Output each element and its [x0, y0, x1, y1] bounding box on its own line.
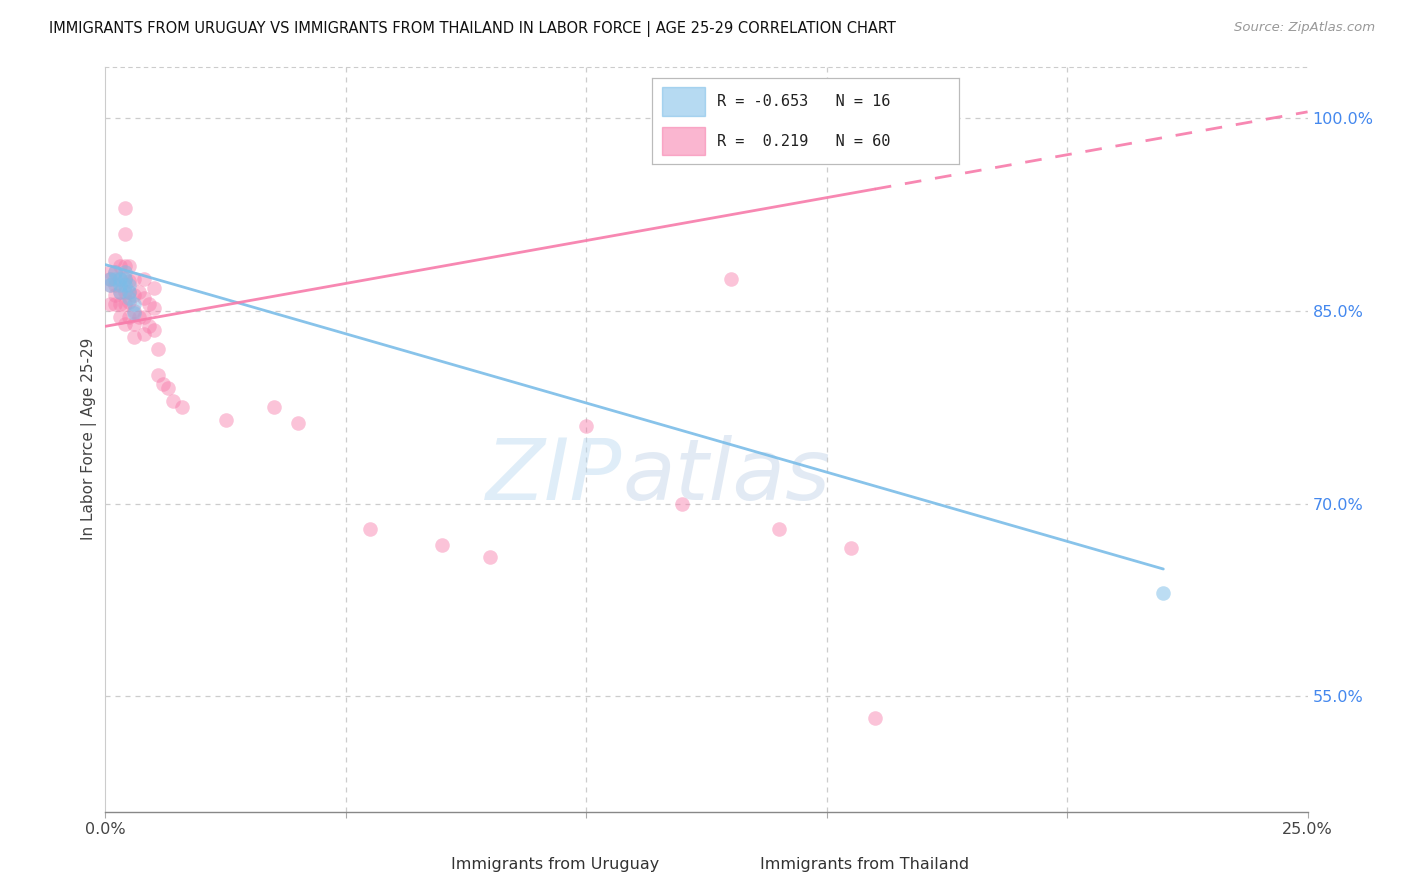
Point: [138, 297, 160, 311]
Point: [128, 310, 150, 325]
Point: [124, 297, 146, 311]
Point: [214, 413, 236, 427]
Text: atlas: atlas: [623, 435, 831, 518]
Point: [142, 281, 165, 295]
Text: Source: ZipAtlas.com: Source: ZipAtlas.com: [1234, 21, 1375, 34]
Point: [124, 288, 146, 302]
Point: [138, 319, 160, 334]
Point: [124, 329, 146, 343]
Point: [118, 285, 141, 299]
Point: [104, 265, 127, 279]
Point: [671, 496, 693, 510]
Point: [114, 297, 136, 311]
Point: [104, 265, 127, 279]
Point: [104, 297, 127, 311]
Point: [479, 550, 502, 565]
Point: [359, 522, 381, 536]
Point: [114, 285, 136, 299]
Point: [108, 310, 131, 325]
Point: [172, 401, 194, 415]
Point: [1152, 586, 1174, 600]
Point: [114, 201, 136, 215]
Point: [114, 272, 136, 286]
Point: [124, 306, 146, 320]
Point: [124, 304, 146, 318]
Point: [124, 272, 146, 286]
Point: [156, 381, 179, 395]
Point: [132, 291, 155, 305]
Text: IMMIGRANTS FROM URUGUAY VS IMMIGRANTS FROM THAILAND IN LABOR FORCE | AGE 25-29 C: IMMIGRANTS FROM URUGUAY VS IMMIGRANTS FR…: [49, 21, 896, 37]
Text: ZIP: ZIP: [486, 435, 623, 518]
Point: [118, 274, 141, 288]
Point: [124, 317, 146, 331]
Point: [114, 272, 136, 286]
Point: [114, 227, 136, 241]
Point: [162, 393, 184, 408]
Point: [118, 310, 141, 325]
Point: [263, 401, 285, 415]
Point: [114, 265, 136, 279]
Point: [104, 252, 127, 267]
Point: [104, 278, 127, 293]
Point: [142, 323, 165, 337]
Point: [132, 326, 155, 341]
Point: [118, 291, 141, 305]
Point: [108, 278, 131, 293]
Point: [430, 538, 453, 552]
Point: [114, 278, 136, 293]
Point: [98, 297, 121, 311]
Point: [720, 272, 742, 286]
Point: [128, 285, 150, 299]
Text: Immigrants from Uruguay: Immigrants from Uruguay: [451, 857, 659, 872]
Point: [108, 285, 131, 299]
Point: [98, 278, 121, 293]
Point: [114, 259, 136, 273]
Point: [108, 297, 131, 311]
Point: [108, 285, 131, 299]
Point: [108, 272, 131, 286]
Point: [98, 272, 121, 286]
Point: [768, 522, 790, 536]
Text: Immigrants from Thailand: Immigrants from Thailand: [761, 857, 969, 872]
Point: [152, 377, 174, 392]
Point: [132, 272, 155, 286]
Point: [104, 272, 127, 286]
Point: [118, 259, 141, 273]
Point: [98, 265, 121, 279]
Point: [118, 278, 141, 293]
Point: [118, 285, 141, 299]
Point: [287, 416, 309, 430]
Point: [142, 301, 165, 316]
Point: [98, 278, 121, 293]
Point: [98, 272, 121, 286]
Point: [108, 259, 131, 273]
Point: [118, 294, 141, 309]
Y-axis label: In Labor Force | Age 25-29: In Labor Force | Age 25-29: [82, 338, 97, 541]
Point: [839, 541, 862, 556]
Point: [863, 711, 886, 725]
Point: [132, 310, 155, 325]
Point: [575, 419, 598, 434]
Point: [148, 368, 170, 383]
Point: [148, 343, 170, 357]
Point: [114, 317, 136, 331]
Point: [104, 288, 127, 302]
Point: [108, 272, 131, 286]
